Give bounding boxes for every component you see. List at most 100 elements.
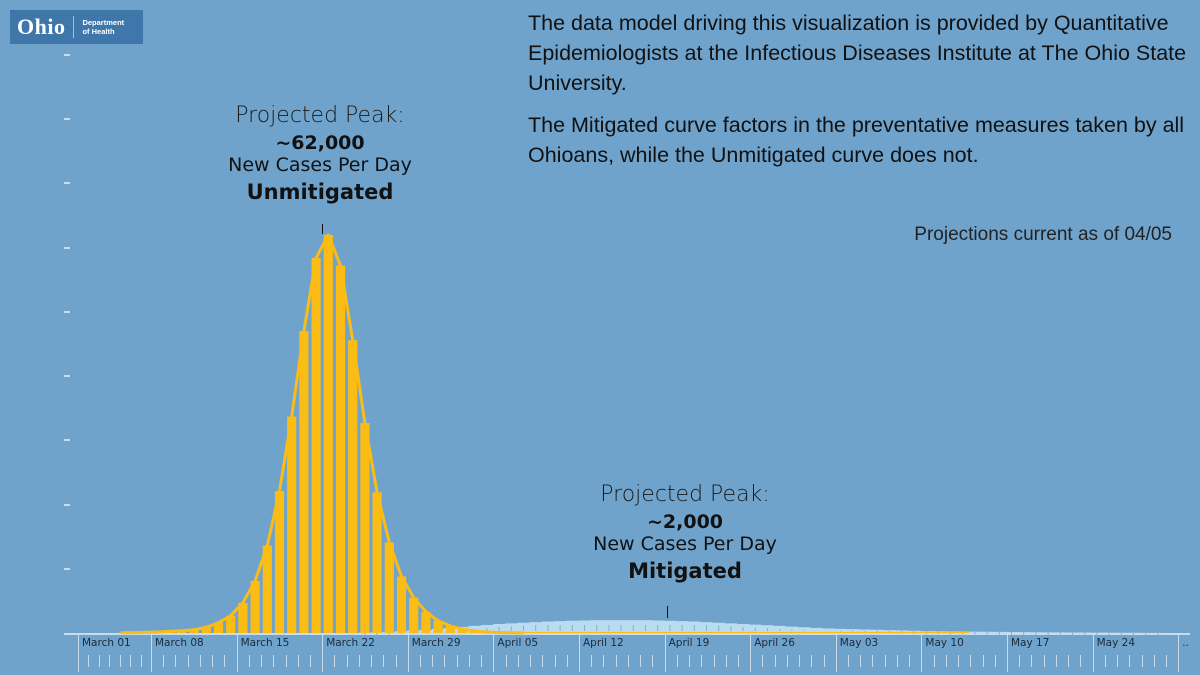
unmitigated-bar[interactable] xyxy=(372,492,382,633)
x-axis-day-tick xyxy=(273,655,275,667)
unmitigated-bar[interactable] xyxy=(433,620,443,633)
x-axis-day-tick xyxy=(713,655,715,667)
x-axis-week-label: April 19 xyxy=(668,637,710,649)
unmitigated-bar[interactable] xyxy=(201,627,211,633)
unmitigated-line xyxy=(120,233,524,635)
x-axis-week-label: April 05 xyxy=(497,637,539,649)
x-axis-day-tick xyxy=(346,655,348,667)
x-axis-day-tick xyxy=(676,655,678,667)
x-axis-day-tick xyxy=(811,655,813,667)
unmitigated-bar[interactable] xyxy=(348,340,358,633)
unmitigated-peak-pointer xyxy=(322,224,323,234)
x-axis-day-tick xyxy=(187,655,189,667)
x-axis-day-tick xyxy=(140,655,142,667)
x-axis-day-tick xyxy=(468,655,470,667)
unmitigated-bar[interactable] xyxy=(250,580,260,633)
projection-date: Projections current as of 04/05 xyxy=(914,224,1172,245)
logo-dept-line2: of Health xyxy=(82,27,115,36)
unmitigated-bar[interactable] xyxy=(384,542,394,633)
week-separator xyxy=(493,634,495,672)
mitigated-peak-annotation: Projected Peak: ~2,000 New Cases Per Day… xyxy=(555,482,815,583)
unmitigated-bar[interactable] xyxy=(445,625,455,633)
unmitigated-bar[interactable] xyxy=(421,611,431,633)
y-axis-tick xyxy=(64,439,70,442)
x-axis-day-tick xyxy=(591,655,593,667)
x-axis-day-tick xyxy=(505,655,507,667)
y-axis-tick xyxy=(64,118,70,121)
unmitigated-bar[interactable] xyxy=(213,622,224,633)
x-axis-day-tick xyxy=(456,655,458,667)
unmitigated-bar[interactable] xyxy=(189,629,199,633)
x-axis-day-tick xyxy=(432,655,434,667)
x-axis-day-tick xyxy=(1031,655,1033,667)
x-axis-day-tick xyxy=(248,655,250,667)
unmitigated-peak-title: Projected Peak: xyxy=(235,103,405,128)
unmitigated-peak-annotation: Projected Peak: ~62,000 New Cases Per Da… xyxy=(195,103,445,204)
x-axis-day-tick xyxy=(444,655,446,667)
mitigated-peak-value: ~2,000 xyxy=(646,511,724,533)
x-axis-day-tick xyxy=(896,655,898,667)
week-separator xyxy=(1007,634,1008,672)
week-separator xyxy=(1178,634,1180,672)
x-axis-day-tick xyxy=(1019,655,1021,667)
unmitigated-bar[interactable] xyxy=(323,234,333,634)
x-axis-day-tick xyxy=(737,655,739,667)
x-axis-day-tick xyxy=(958,655,960,667)
x-axis-day-tick xyxy=(542,655,544,667)
unmitigated-bar[interactable] xyxy=(409,597,419,633)
x-axis-day-tick xyxy=(224,655,226,667)
mitigated-label: Mitigated xyxy=(628,559,742,583)
x-axis-week-label: April 12 xyxy=(583,637,624,649)
info-text: The data model driving this visualizatio… xyxy=(528,8,1188,182)
y-axis-tick xyxy=(64,567,70,570)
logo-wordmark: Ohio xyxy=(17,14,66,39)
week-separator xyxy=(750,634,752,672)
unmitigated-bar[interactable] xyxy=(396,576,407,633)
x-axis-week-label: March 01 xyxy=(82,637,131,649)
x-axis-week-label: March 22 xyxy=(326,637,375,649)
x-axis-day-tick xyxy=(88,655,90,667)
logo-dept-line1: Department xyxy=(82,18,125,27)
x-axis-day-tick xyxy=(994,655,996,667)
unmitigated-bar[interactable] xyxy=(457,629,468,633)
logo-divider xyxy=(73,16,75,38)
unmitigated-bar[interactable] xyxy=(262,545,272,633)
week-separator xyxy=(835,634,837,672)
y-axis-tick xyxy=(64,503,70,506)
x-axis-day-tick xyxy=(640,655,642,667)
x-axis-day-tick xyxy=(383,655,385,667)
week-separator xyxy=(1092,634,1094,672)
x-axis-day-tick xyxy=(420,655,422,667)
x-axis-day-tick xyxy=(1141,655,1143,667)
unmitigated-bar[interactable] xyxy=(335,265,346,633)
x-axis-week-label: March 15 xyxy=(240,637,290,649)
ohio-dept-health-logo: Ohio Department of Health xyxy=(10,10,143,44)
x-axis-day-tick xyxy=(358,655,360,667)
mitigated-peak-unit: New Cases Per Day xyxy=(593,533,777,555)
x-axis-day-tick xyxy=(1165,655,1167,667)
x-axis-day-tick xyxy=(334,655,336,667)
x-axis-day-tick xyxy=(297,655,299,667)
unmitigated-bar[interactable] xyxy=(311,257,321,633)
x-axis-week-label: May 03 xyxy=(839,637,879,649)
unmitigated-bar[interactable] xyxy=(238,602,248,633)
unmitigated-peak-value: ~62,000 xyxy=(275,132,365,154)
x-axis-day-tick xyxy=(982,655,984,667)
x-axis-week-label: March 29 xyxy=(411,637,461,649)
x-axis-day-tick xyxy=(615,655,617,667)
logo-department: Department of Health xyxy=(82,18,124,36)
unmitigated-bar[interactable] xyxy=(299,331,309,633)
unmitigated-bar[interactable] xyxy=(274,491,285,633)
x-axis-day-tick xyxy=(109,655,111,667)
x-axis-day-tick xyxy=(481,655,483,667)
x-axis-day-tick xyxy=(1043,655,1045,667)
unmitigated-label: Unmitigated xyxy=(246,180,394,204)
mitigated-peak-pointer xyxy=(667,606,668,618)
x-axis-day-tick xyxy=(725,655,727,667)
unmitigated-bar[interactable] xyxy=(287,416,297,633)
unmitigated-bar[interactable] xyxy=(360,422,370,633)
y-axis-tick xyxy=(64,246,70,249)
x-axis-week-label: April 26 xyxy=(754,637,795,649)
unmitigated-bar[interactable] xyxy=(226,615,236,633)
